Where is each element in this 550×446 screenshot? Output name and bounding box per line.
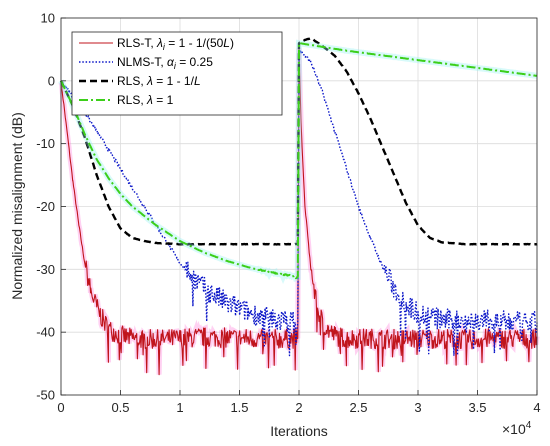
y-tick-label: 0 — [48, 73, 55, 88]
legend-label-rls_1: RLS, λ = 1 — [117, 93, 174, 107]
legend-part-it: L — [223, 36, 230, 50]
y-axis-ticks: 10 0 -10 -20 -30 -40 -50 — [36, 11, 66, 403]
y-tick-label: 10 — [41, 11, 55, 26]
legend-part-sym: λ — [146, 93, 153, 107]
x-multiplier-base: ×10 — [502, 421, 526, 437]
y-tick-label: -30 — [36, 262, 55, 277]
series-rls_l-line — [59, 37, 538, 246]
x-multiplier-exponent: 4 — [526, 420, 532, 431]
x-tick-label: 1.5 — [230, 400, 248, 415]
y-tick-label: -20 — [36, 199, 55, 214]
legend-part-sub: i — [163, 42, 166, 52]
series-rls_1-line — [60, 42, 538, 280]
x-tick-label: 4 — [533, 400, 540, 415]
y-tick-label: -40 — [36, 325, 55, 340]
x-axis-title: Iterations — [270, 423, 328, 439]
legend: RLS-T, λi = 1 - 1/(50L)NLMS-T, αi = 0.25… — [71, 31, 283, 116]
legend-part-sym: λ — [156, 36, 163, 50]
legend-part-it: L — [194, 74, 201, 88]
legend-part-rest: = 1 - 1/(50 — [165, 36, 224, 50]
legend-part-sym: α — [167, 55, 175, 69]
legend-label-rls_t: RLS-T, λi = 1 - 1/(50L) — [117, 36, 234, 52]
y-tick-label: -50 — [36, 388, 55, 403]
x-tick-label: 2 — [295, 400, 302, 415]
legend-part-rest: = 1 - 1/ — [153, 74, 195, 88]
legend-part-sub: i — [174, 61, 177, 71]
x-axis-ticks: 0 0.5 1 1.5 2 2.5 3 3.5 4 — [57, 390, 541, 415]
x-axis-multiplier: ×104 — [502, 420, 532, 437]
x-tick-label: 0 — [57, 400, 64, 415]
x-tick-label: 0.5 — [111, 400, 129, 415]
x-tick-label: 3.5 — [468, 400, 486, 415]
legend-label-rls_l: RLS, λ = 1 - 1/L — [117, 74, 201, 88]
legend-part-sym: λ — [146, 74, 153, 88]
legend-part-base: NLMS-T, — [117, 55, 167, 69]
x-tick-label: 2.5 — [349, 400, 367, 415]
legend-part-rest: = 1 — [153, 93, 174, 107]
legend-part-close: ) — [230, 36, 234, 50]
y-tick-label: -10 — [36, 136, 55, 151]
y-axis-title: Normalized misalignment (dB) — [9, 112, 25, 300]
legend-part-base: RLS, — [117, 93, 147, 107]
series-layer — [58, 37, 540, 376]
legend-label-nlms_t: NLMS-T, αi = 0.25 — [117, 55, 213, 71]
legend-part-rest: = 0.25 — [176, 55, 213, 69]
legend-box — [71, 31, 283, 116]
x-tick-label: 1 — [176, 400, 183, 415]
x-tick-label: 3 — [414, 400, 421, 415]
legend-part-base: RLS-T, — [117, 36, 157, 50]
legend-part-base: RLS, — [117, 74, 147, 88]
